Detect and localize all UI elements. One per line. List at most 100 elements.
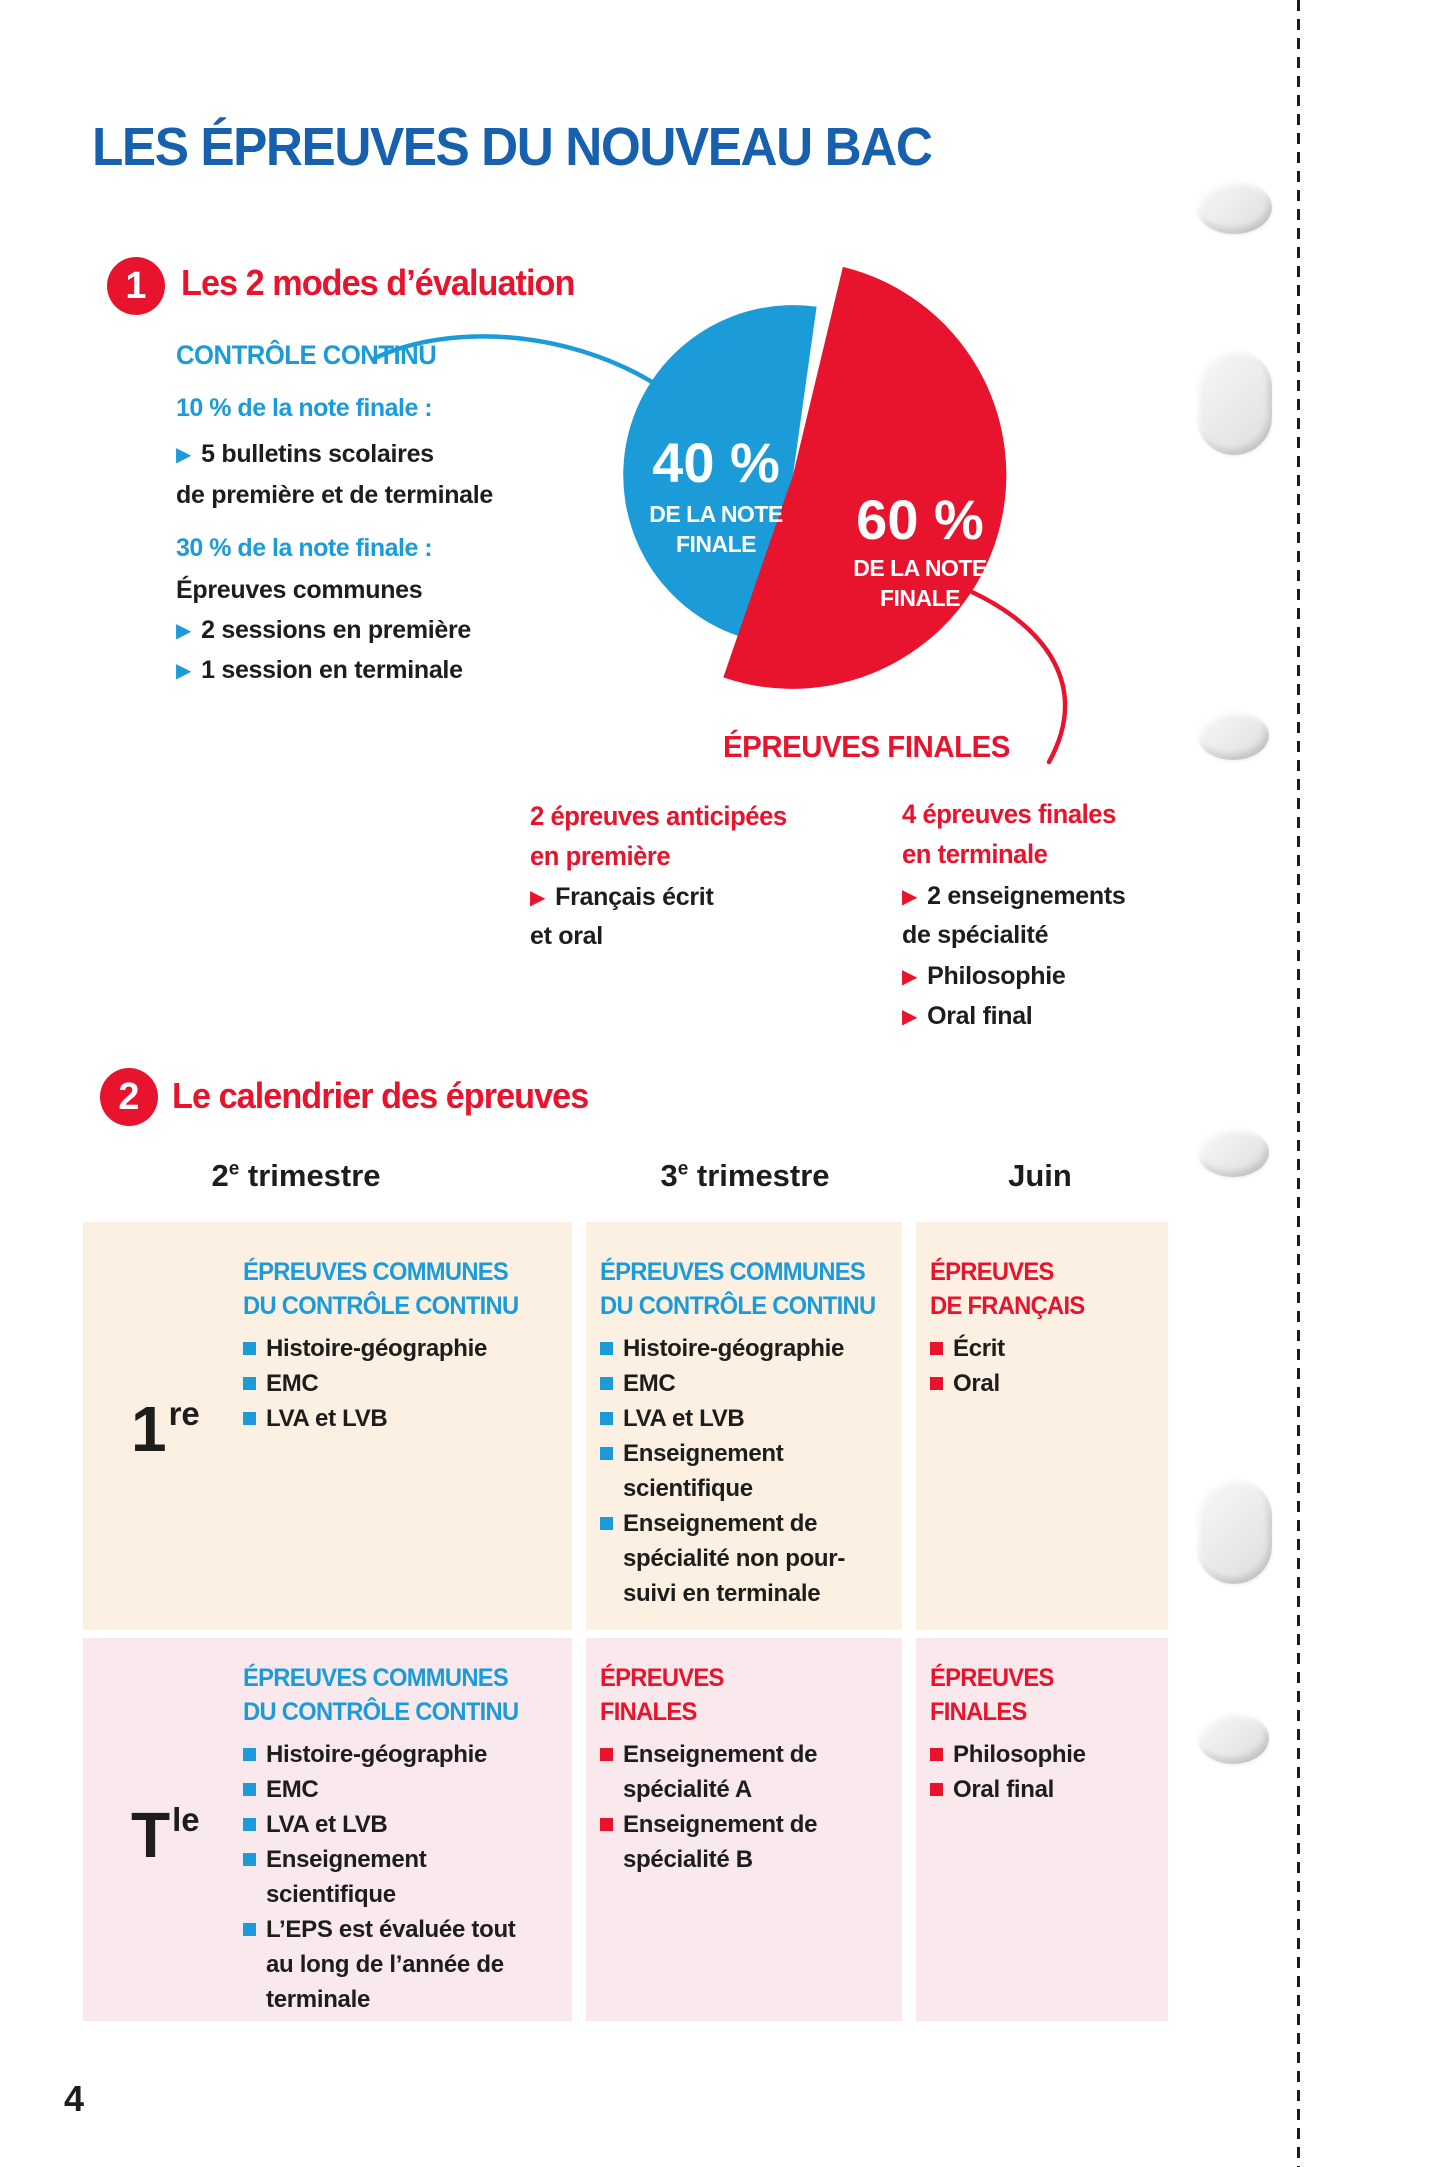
pie-slice-60-epreuves-finales xyxy=(723,266,1007,689)
terminale-line-text: Oral final xyxy=(927,1002,1033,1030)
terminale-line: ▶ 2 enseignements xyxy=(902,882,1126,911)
square-bullet-icon xyxy=(600,1447,613,1460)
square-bullet-icon xyxy=(243,1923,256,1936)
cell-heading-line: ÉPREUVES xyxy=(930,1258,1054,1286)
cell-item: EMC xyxy=(243,1772,552,1807)
pie-40-caption-2: FINALE xyxy=(675,531,757,557)
cell-heading: ÉPREUVES DE FRANÇAIS xyxy=(930,1255,1143,1323)
column-header-word: trimestre xyxy=(688,1158,830,1193)
cell-item-text: L’EPS est évaluée tout au long de l’anné… xyxy=(266,1916,516,2013)
cell-item: LVA et LVB xyxy=(600,1401,888,1436)
terminale-line-text: Philosophie xyxy=(927,962,1066,990)
cell-item: Enseignement scientifique xyxy=(600,1436,888,1506)
cell-item-text: Oral final xyxy=(953,1776,1055,1803)
cell-item-text: Enseignement de spécialité non pour­suiv… xyxy=(623,1510,846,1607)
row-label-base: 1 xyxy=(131,1393,167,1465)
cell-item-text: Histoire-géographie xyxy=(266,1335,487,1362)
terminale-line-text: 2 enseignements xyxy=(927,882,1126,910)
continu-line: ▶ 5 bulletins scolaires xyxy=(176,440,434,469)
column-header-sup: e xyxy=(677,1158,689,1180)
terminale-line: ▶ Oral final xyxy=(902,1002,1033,1031)
cell-item-text: Histoire-géographie xyxy=(266,1741,487,1768)
cell-heading-line: ÉPREUVES COMMUNES xyxy=(600,1258,866,1286)
row-label-base: T xyxy=(131,1799,171,1871)
page-title: LES ÉPREUVES DU NOUVEAU BAC xyxy=(92,117,933,177)
cell-item-text: LVA et LVB xyxy=(623,1405,745,1432)
cell-item-text: LVA et LVB xyxy=(266,1811,388,1838)
square-bullet-icon xyxy=(243,1783,256,1796)
continu-line: ▶ 1 session en terminale xyxy=(176,656,463,685)
column-header-sup: e xyxy=(228,1158,240,1180)
cell-item: Enseignement scientifique xyxy=(243,1842,552,1912)
section-2-badge: 2 xyxy=(100,1068,158,1126)
square-bullet-icon xyxy=(930,1748,943,1761)
cell-item: Enseignement de spécialité non pour­suiv… xyxy=(600,1506,888,1611)
cell-heading-line: ÉPREUVES COMMUNES xyxy=(243,1258,509,1286)
cell-item: Oral final xyxy=(930,1772,1154,1807)
square-bullet-icon xyxy=(930,1377,943,1390)
cell-heading-line: FINALES xyxy=(600,1698,697,1726)
terminale-title-2: en terminale xyxy=(902,839,1048,869)
cell-heading-line: DU CONTRÔLE CONTINU xyxy=(243,1292,519,1320)
premiere-title-2: en première xyxy=(530,841,671,871)
column-header-trimestre-2: 2e trimestre xyxy=(211,1158,380,1194)
calendar-cell-1re-trimestre2: ÉPREUVES COMMUNES DU CONTRÔLE CONTINU Hi… xyxy=(83,1222,572,1630)
continu-sub-10: 10 % de la note finale : xyxy=(176,394,433,422)
continu-line-text: 2 sessions en première xyxy=(201,616,472,644)
binder-hole xyxy=(1197,1127,1269,1177)
cell-item: Oral xyxy=(930,1366,1154,1401)
cell-item-text: EMC xyxy=(266,1370,319,1397)
cell-heading-line: ÉPREUVES xyxy=(930,1664,1054,1692)
pie-40-percent-label: 40 % xyxy=(652,431,780,494)
triangle-bullet-icon: ▶ xyxy=(902,886,918,908)
cell-item: LVA et LVB xyxy=(243,1807,552,1842)
square-bullet-icon xyxy=(600,1748,613,1761)
row-label-premiere: 1re xyxy=(131,1392,200,1466)
square-bullet-icon xyxy=(930,1342,943,1355)
calendar-cell-tle-trimestre2: ÉPREUVES COMMUNES DU CONTRÔLE CONTINU Hi… xyxy=(83,1638,572,2021)
column-header-num: 3 xyxy=(660,1158,678,1193)
triangle-bullet-icon: ▶ xyxy=(530,887,546,909)
pie-60-caption-1: DE LA NOTE xyxy=(853,555,987,581)
row-label-sup: re xyxy=(168,1394,200,1432)
dashed-cut-line xyxy=(1297,0,1300,2167)
column-header-trimestre-3: 3e trimestre xyxy=(660,1158,829,1194)
cell-heading: ÉPREUVES FINALES xyxy=(930,1661,1143,1729)
continu-line: ▶ 2 sessions en première xyxy=(176,616,471,645)
cell-item: Histoire-géographie xyxy=(243,1737,552,1772)
pie-60-caption-2: FINALE xyxy=(879,585,961,611)
cell-item-text: Enseignement de spécialité B xyxy=(623,1811,818,1873)
terminale-title-1: 4 épreuves finales xyxy=(902,799,1116,829)
cell-item-text: LVA et LVB xyxy=(266,1405,388,1432)
section-1-title: Les 2 modes d’évaluation xyxy=(181,262,575,303)
continu-line-text: 1 session en terminale xyxy=(201,656,463,684)
square-bullet-icon xyxy=(600,1818,613,1831)
cell-item-text: EMC xyxy=(266,1776,319,1803)
binder-hole xyxy=(1196,349,1272,455)
pie-slice-40-controle-continu xyxy=(623,305,817,637)
column-header-num: 2 xyxy=(211,1158,229,1193)
premiere-line: ▶ Français écrit xyxy=(530,883,714,912)
cell-item: Histoire-géographie xyxy=(243,1331,552,1366)
cell-heading-line: DE FRANÇAIS xyxy=(930,1292,1085,1320)
section-2-title: Le calendrier des épreuves xyxy=(172,1075,589,1116)
pie-60-percent-label: 60 % xyxy=(856,488,984,551)
triangle-bullet-icon: ▶ xyxy=(176,620,192,642)
cell-item: L’EPS est évaluée tout au long de l’anné… xyxy=(243,1912,552,2017)
cell-item-text: EMC xyxy=(623,1370,676,1397)
section-2-number: 2 xyxy=(118,1075,140,1118)
row-label-terminale: Tle xyxy=(131,1798,200,1872)
calendar-cell-1re-juin: ÉPREUVES DE FRANÇAIS Écrit Oral xyxy=(916,1222,1168,1630)
triangle-bullet-icon: ▶ xyxy=(902,966,918,988)
premiere-line-text: Français écrit xyxy=(555,883,714,911)
square-bullet-icon xyxy=(600,1517,613,1530)
cell-heading: ÉPREUVES COMMUNES DU CONTRÔLE CONTINU xyxy=(243,1255,537,1323)
cell-heading-line: DU CONTRÔLE CONTINU xyxy=(243,1698,519,1726)
premiere-line-text: et oral xyxy=(530,922,603,950)
square-bullet-icon xyxy=(600,1342,613,1355)
triangle-bullet-icon: ▶ xyxy=(176,660,192,682)
square-bullet-icon xyxy=(600,1377,613,1390)
row-label-sup: le xyxy=(172,1800,200,1838)
binder-hole xyxy=(1196,180,1272,234)
square-bullet-icon xyxy=(243,1342,256,1355)
